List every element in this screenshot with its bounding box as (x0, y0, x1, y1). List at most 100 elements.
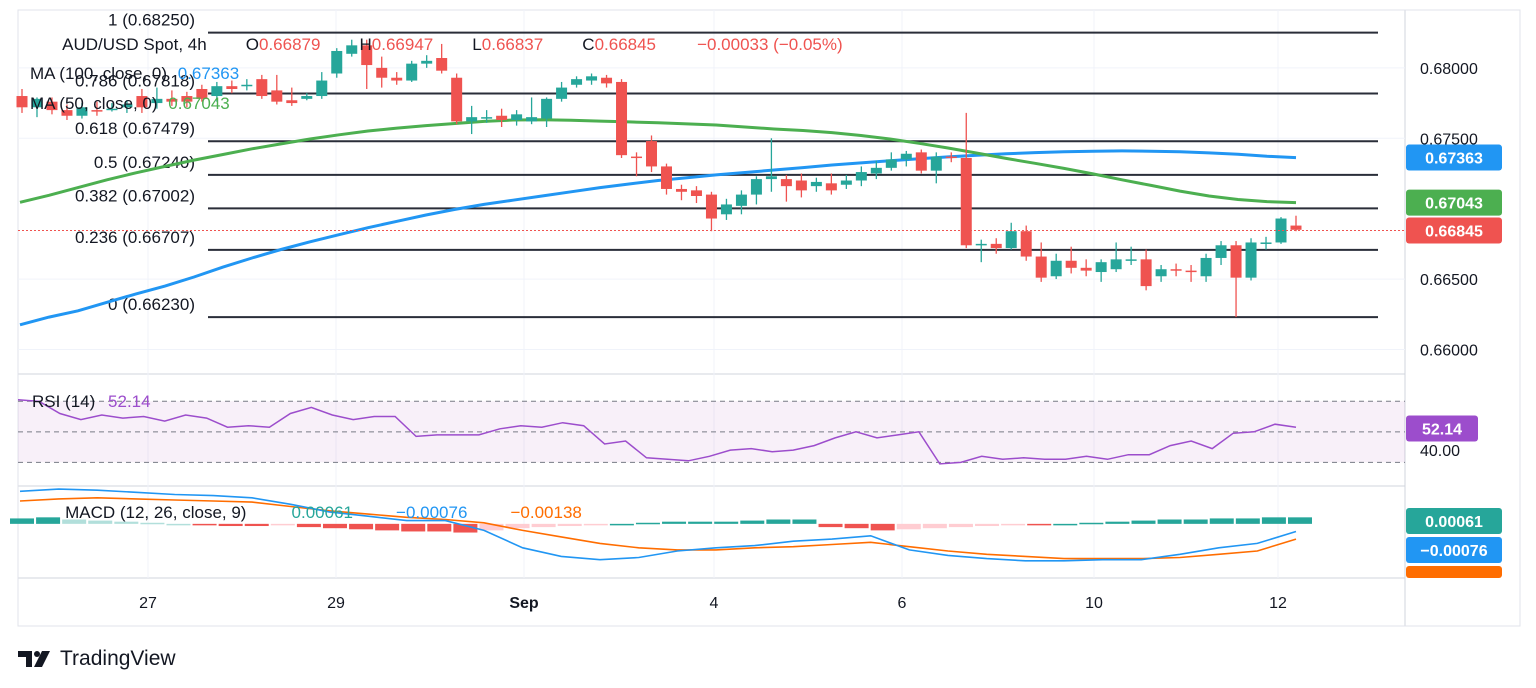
grid (17, 9, 1521, 627)
candle-body (870, 167, 882, 174)
candle-body (1230, 245, 1242, 278)
rsi-badge (1406, 415, 1478, 442)
candle-body (241, 84, 253, 87)
candle-body (436, 58, 448, 71)
last-price-badge-text: 0.66845 (1425, 223, 1483, 240)
macd-histogram-bar (844, 523, 869, 529)
candle-body (1185, 270, 1197, 273)
candle-body (1245, 242, 1257, 278)
candle-body (900, 153, 912, 160)
close-value: 0.66845 (595, 35, 656, 54)
candle-body (481, 117, 493, 119)
candle-body (586, 76, 598, 81)
candle-body (855, 172, 867, 181)
macd-histogram-bar (505, 523, 530, 529)
rsi-label: RSI (14) (32, 392, 95, 411)
macd-line-value: −0.00076 (396, 503, 467, 522)
low-value: 0.66837 (482, 35, 543, 54)
candle-body (16, 96, 28, 108)
candle-body (496, 115, 508, 120)
ma50-value: 0.67043 (168, 94, 229, 113)
macd-histogram-bar (218, 523, 243, 527)
candle-body (1005, 231, 1017, 249)
macd-histogram-bar (375, 523, 400, 531)
candle-body (990, 243, 1002, 249)
fib-level-label: 0 (0.66230) (108, 295, 195, 314)
candle-body (1275, 218, 1287, 243)
candle-body (166, 98, 178, 102)
fib-level-label: 0.236 (0.66707) (75, 228, 195, 247)
x-tick-label: 10 (1085, 595, 1103, 612)
macd-histogram-bar (36, 517, 61, 524)
ma50-label: MA (50, close, 0) (30, 94, 158, 113)
ma50-line (19, 118, 1297, 205)
fib-level-label: 0.382 (0.67002) (75, 186, 195, 205)
macd-histogram-bar (140, 522, 165, 525)
axes: 0.68000 0.67500 0.66500 0.66000 27 29 Sep 4 6 10 1… (139, 61, 1478, 612)
close-label: C (582, 35, 594, 54)
candle-body (720, 204, 732, 215)
candle-body (780, 179, 792, 187)
candle-body (151, 98, 163, 104)
y-tick-label: 0.68000 (1420, 61, 1478, 78)
candle-body (61, 110, 73, 116)
svg-text:RSI (14) 52.14: RSI (14) 52.14 (32, 392, 151, 411)
candle-body (675, 188, 687, 192)
candle-body (840, 180, 852, 185)
candle-body (930, 156, 942, 171)
candle-body (601, 77, 613, 84)
candle-body (705, 194, 717, 219)
ma100-price-badge (1406, 144, 1502, 171)
low-label: L (472, 35, 481, 54)
candle-body (361, 45, 373, 66)
macd-histogram-bar (557, 523, 582, 527)
candle-body (975, 243, 987, 246)
candle-body (765, 176, 777, 180)
macd-histogram-bar (662, 521, 687, 524)
candle-body (301, 96, 313, 99)
macd-signal-line (19, 496, 1297, 560)
macd-legend: MACD (12, 26, close, 9) 0.00061 −0.00076… (65, 503, 582, 522)
macd-histogram-bar (244, 523, 269, 527)
candle-body (660, 166, 672, 189)
macd-histogram-bar (114, 521, 139, 524)
macd-histogram-bar (1105, 521, 1130, 524)
moving-averages (19, 118, 1297, 327)
x-tick-label: Sep (509, 595, 539, 612)
ma100-value: 0.67363 (178, 64, 239, 83)
candle-body (76, 107, 88, 116)
candle-body (376, 67, 388, 78)
candle-body (541, 98, 553, 119)
rsi-legend: RSI (14) 52.14 (32, 392, 151, 411)
rsi-panel: 52.14 40.00 (17, 398, 1478, 465)
candle-body (256, 79, 268, 97)
candles (16, 39, 1405, 318)
candle-body (885, 159, 897, 168)
y-tick-label: 0.66500 (1420, 272, 1478, 289)
fib-level-label: 1 (0.68250) (108, 11, 195, 30)
fib-level-label: 0.618 (0.67479) (75, 119, 195, 138)
price-badges: 0.67363 0.67043 0.66845 (1406, 144, 1502, 244)
candle-body (556, 87, 568, 99)
candle-body (1125, 259, 1137, 261)
candle-body (181, 96, 193, 102)
candle-body (31, 98, 43, 108)
candle-body (1260, 242, 1272, 244)
candle-body (211, 86, 223, 97)
brand-label: TradingView (60, 647, 176, 670)
candle-body (46, 101, 58, 111)
candle-body (1095, 262, 1107, 273)
macd-histogram-bar (1288, 517, 1312, 524)
candle-body (945, 156, 957, 159)
macd-histogram-bar (1183, 519, 1208, 524)
rsi-badge-text: 52.14 (1422, 422, 1462, 439)
rsi-line (17, 398, 1297, 465)
macd-histogram-bar (896, 523, 921, 530)
candle-body (466, 117, 478, 122)
macd-histogram-bar (401, 523, 426, 532)
y-tick-label: 0.67500 (1420, 131, 1478, 148)
ma100-line (19, 149, 1297, 327)
macd-histogram-bar (766, 519, 791, 524)
tradingview-logo-icon (18, 651, 50, 667)
tradingview-brand[interactable]: TradingView (18, 644, 176, 674)
